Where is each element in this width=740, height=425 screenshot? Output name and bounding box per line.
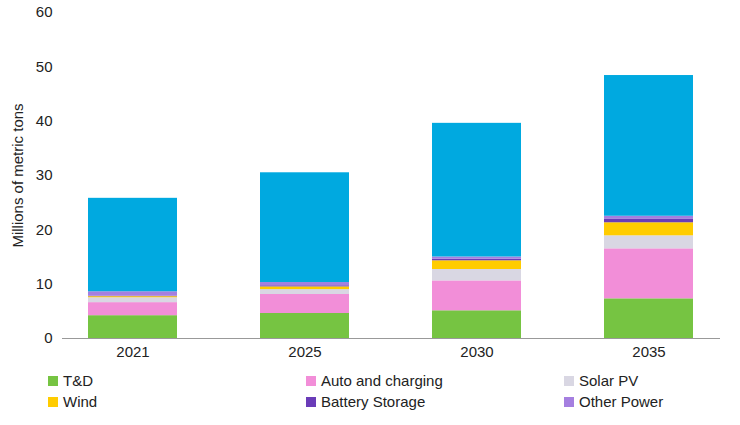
svg-text:50: 50 — [36, 58, 53, 75]
html-text:Wind: Wind — [63, 393, 98, 410]
html-text:Battery Storage: Battery Storage — [321, 393, 426, 410]
svg-text:2021: 2021 — [116, 343, 149, 360]
html-text:Auto and charging: Auto and charging — [321, 372, 443, 389]
svg-text:2025: 2025 — [288, 343, 321, 360]
svg-text:10: 10 — [36, 275, 53, 292]
svg-text:2035: 2035 — [632, 343, 665, 360]
html-text:Solar PV: Solar PV — [579, 372, 639, 389]
svg-text:60: 60 — [36, 3, 53, 20]
svg-text:0: 0 — [44, 329, 52, 346]
svg-text:30: 30 — [36, 166, 53, 183]
svg-text:40: 40 — [36, 112, 53, 129]
html-text:Other Power: Other Power — [579, 393, 664, 410]
svg-text:20: 20 — [36, 221, 53, 238]
svg-text:Millions of metric tons: Millions of metric tons — [9, 103, 26, 247]
html-text:T&D: T&D — [63, 372, 93, 389]
svg-text:2030: 2030 — [460, 343, 493, 360]
